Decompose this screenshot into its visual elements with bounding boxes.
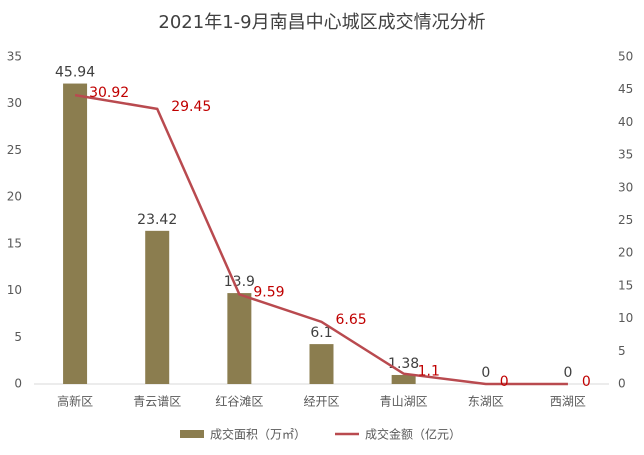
y2-tick-label: 20 bbox=[618, 246, 633, 260]
y-tick-label: 5 bbox=[14, 330, 22, 344]
bar bbox=[227, 293, 252, 384]
x-tick-label: 青山湖区 bbox=[380, 394, 428, 409]
y2-tick-label: 5 bbox=[618, 344, 626, 358]
bar-label: 23.42 bbox=[137, 212, 177, 228]
legend-label: 成交金额（亿元） bbox=[365, 427, 461, 442]
line-label: 0 bbox=[582, 374, 591, 390]
y2-tick-label: 0 bbox=[618, 377, 626, 391]
y2-tick-label: 25 bbox=[618, 213, 633, 227]
bar bbox=[145, 230, 170, 384]
y-tick-label: 25 bbox=[7, 143, 22, 157]
legend-label: 成交面积（万㎡） bbox=[210, 427, 306, 442]
bar-label: 1.38 bbox=[388, 356, 419, 372]
y2-tick-label: 10 bbox=[618, 311, 633, 325]
line-label: 9.59 bbox=[253, 284, 284, 300]
bar bbox=[391, 374, 416, 384]
line-label: 1.1 bbox=[418, 364, 440, 380]
x-tick-label: 红谷滩区 bbox=[215, 394, 263, 409]
bar-label: 0 bbox=[563, 365, 572, 381]
y2-tick-label: 45 bbox=[618, 82, 633, 96]
legend-swatch bbox=[180, 430, 204, 438]
y-tick-label: 15 bbox=[7, 236, 22, 250]
y-tick-label: 20 bbox=[7, 190, 22, 204]
x-tick-label: 青云谱区 bbox=[133, 395, 181, 409]
y2-tick-label: 50 bbox=[618, 50, 633, 64]
x-tick-label: 西湖区 bbox=[550, 394, 586, 409]
y-tick-label: 30 bbox=[7, 96, 22, 110]
y-tick-label: 0 bbox=[14, 377, 22, 391]
line-label: 6.65 bbox=[336, 312, 367, 328]
line-label: 29.45 bbox=[171, 99, 211, 115]
y2-tick-label: 40 bbox=[618, 115, 633, 129]
chart-title: 2021年1-9月南昌中心城区成交情况分析 bbox=[158, 12, 485, 33]
bar-label: 45.94 bbox=[55, 65, 95, 81]
y-tick-label: 35 bbox=[7, 50, 22, 64]
x-tick-label: 东湖区 bbox=[468, 394, 504, 409]
y2-tick-label: 30 bbox=[618, 180, 633, 194]
bar bbox=[309, 344, 334, 384]
y2-tick-label: 15 bbox=[618, 278, 633, 292]
line-label: 0 bbox=[500, 374, 509, 390]
line bbox=[74, 93, 568, 386]
x-tick-label: 经开区 bbox=[303, 395, 339, 409]
bar-label: 0 bbox=[481, 365, 490, 381]
bar-label: 6.1 bbox=[310, 325, 332, 341]
y-tick-label: 10 bbox=[7, 283, 22, 297]
bar bbox=[63, 83, 88, 384]
line-label: 30.92 bbox=[89, 85, 129, 101]
bar-label: 13.9 bbox=[224, 274, 255, 290]
y2-tick-label: 35 bbox=[618, 148, 633, 162]
x-tick-label: 高新区 bbox=[57, 394, 93, 409]
